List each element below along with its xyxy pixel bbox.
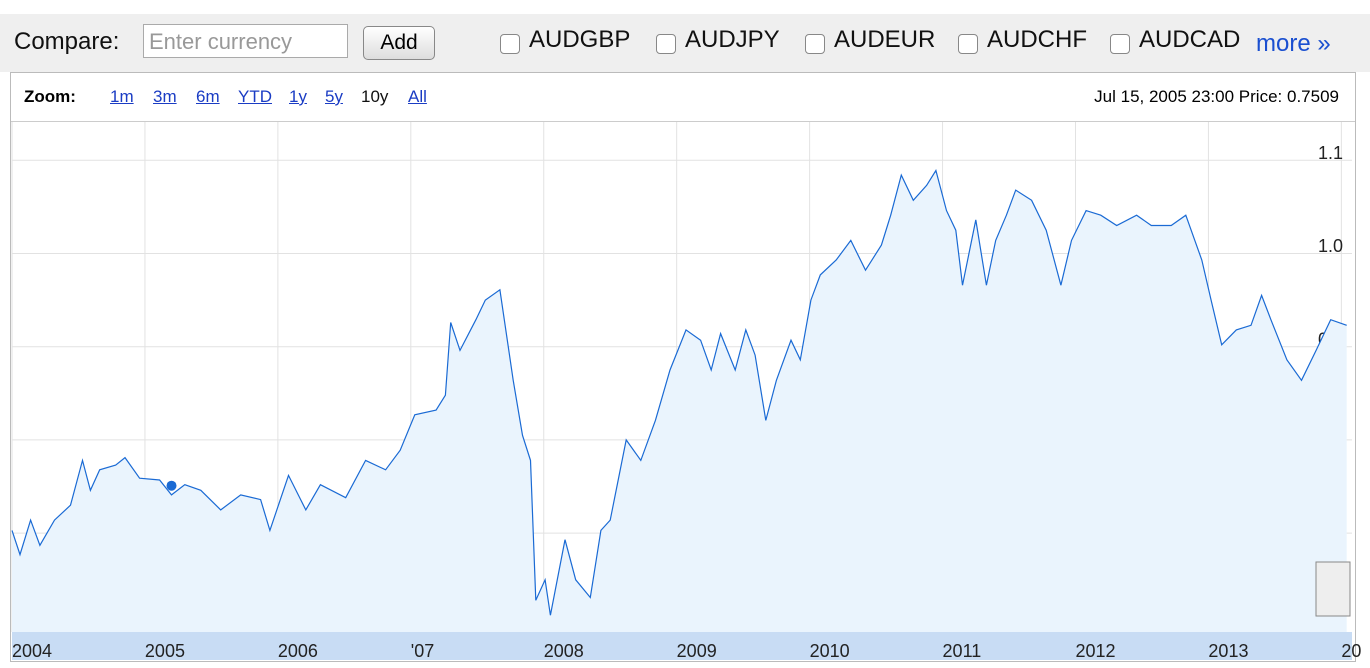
x-tick-label: 2010 bbox=[810, 641, 850, 661]
line bbox=[11, 169, 1347, 616]
checkbox-label[interactable]: AUDCAD bbox=[1139, 26, 1241, 53]
hover-price: 0.7509 bbox=[1287, 87, 1339, 106]
compare-label: Compare: bbox=[14, 28, 120, 55]
currency-input[interactable]: Enter currency bbox=[143, 24, 348, 58]
zoom-bar: Zoom: 1m 3m 6m YTD 1y 5y 10y All Jul 15, 2005 2… bbox=[11, 73, 1355, 122]
checkbox-label[interactable]: AUDCHF bbox=[987, 26, 1087, 53]
checkbox[interactable] bbox=[805, 34, 825, 54]
scroll-icon[interactable] bbox=[1315, 561, 1351, 617]
x-tick-label: 2009 bbox=[677, 641, 717, 661]
hover-date: Jul 15, 2005 23:00 bbox=[1094, 87, 1235, 106]
x-tick-label: 2011 bbox=[943, 641, 982, 661]
add-button[interactable]: Add bbox=[363, 26, 435, 60]
y-tick-label: 1.1 bbox=[1318, 143, 1343, 163]
x-axis-band bbox=[12, 632, 1352, 660]
checkbox-label[interactable]: AUDGBP bbox=[529, 26, 631, 53]
hover-price-label: Price: bbox=[1238, 87, 1283, 106]
checkbox[interactable] bbox=[1110, 34, 1130, 54]
x-tick-label: 2006 bbox=[278, 641, 318, 661]
checkbox-label[interactable]: AUDJPY bbox=[685, 26, 780, 53]
x-tick-label: 20 bbox=[1341, 641, 1361, 661]
x-tick-label: 2013 bbox=[1208, 641, 1248, 661]
y-tick-label: 1.0 bbox=[1318, 236, 1343, 256]
zoom-option[interactable]: 5y bbox=[325, 87, 343, 106]
x-tick-label: 2005 bbox=[145, 641, 185, 661]
more-link[interactable]: more » bbox=[1256, 30, 1331, 57]
x-tick-label: 2004 bbox=[12, 641, 52, 661]
x-tick-label: '07 bbox=[411, 641, 434, 661]
checkbox[interactable] bbox=[500, 34, 520, 54]
zoom-option[interactable]: 1m bbox=[110, 87, 134, 106]
x-tick-label: 2008 bbox=[544, 641, 584, 661]
x-tick-label: 2012 bbox=[1075, 641, 1115, 661]
zoom-option[interactable]: 10y bbox=[361, 87, 389, 106]
hover-point bbox=[166, 480, 177, 491]
checkbox-label[interactable]: AUDEUR bbox=[834, 26, 936, 53]
chart-frame: Zoom: 1m 3m 6m YTD 1y 5y 10y All Jul 15, 2005 2… bbox=[10, 72, 1356, 662]
area bbox=[12, 170, 1347, 632]
checkbox[interactable] bbox=[656, 34, 676, 54]
zoom-option[interactable]: All bbox=[408, 87, 427, 106]
zoom-label: Zoom: bbox=[24, 87, 76, 106]
compare-bar: Compare: Enter currency Add AUDGBP AUDJPY… bbox=[0, 14, 1370, 72]
zoom-option[interactable]: 3m bbox=[153, 87, 177, 106]
zoom-option[interactable]: YTD bbox=[238, 87, 272, 106]
checkbox[interactable] bbox=[958, 34, 978, 54]
hover-info: Jul 15, 2005 23:00 Price: 0.7509 bbox=[1094, 87, 1339, 107]
zoom-option[interactable]: 1y bbox=[289, 87, 307, 106]
zoom-option[interactable]: 6m bbox=[196, 87, 220, 106]
